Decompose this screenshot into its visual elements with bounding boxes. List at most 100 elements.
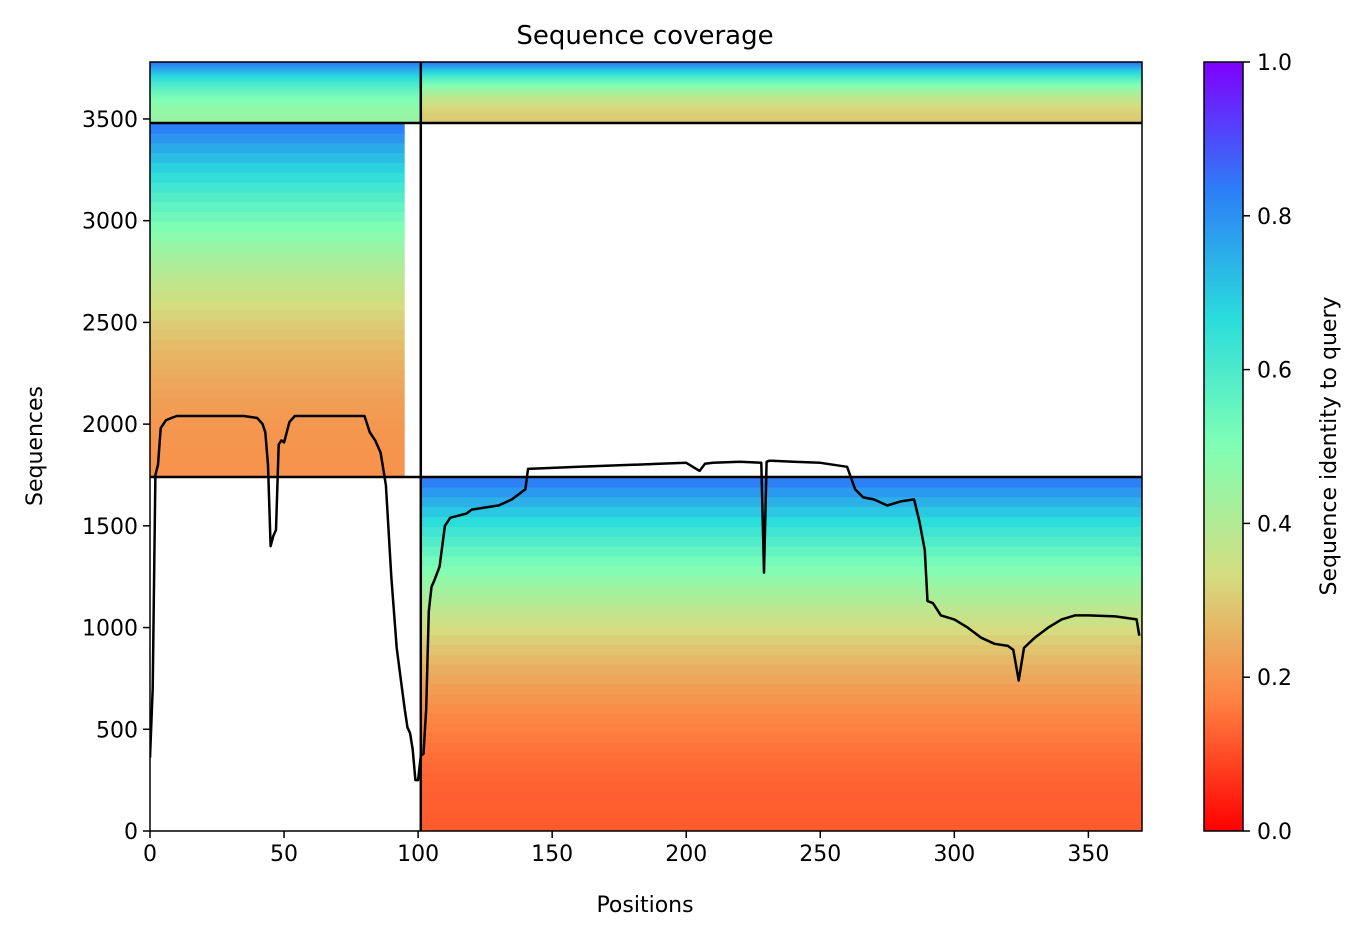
coverage-band — [420, 762, 1142, 773]
coverage-band — [150, 388, 405, 399]
y-tick-label: 3000 — [82, 210, 138, 235]
coverage-band — [150, 152, 405, 163]
coverage-band — [420, 80, 1142, 83]
coverage-band — [420, 555, 1142, 567]
coverage-band — [150, 359, 405, 370]
colorbar-label: Sequence identity to query — [1317, 296, 1342, 595]
coverage-block — [420, 62, 1142, 124]
coverage-band — [420, 100, 1142, 104]
coverage-band — [150, 90, 421, 94]
coverage-band — [420, 95, 1142, 99]
coverage-band — [420, 82, 1142, 85]
coverage-band — [420, 604, 1142, 616]
coverage-band — [150, 378, 405, 390]
x-axis-label: Positions — [596, 893, 693, 918]
coverage-band — [420, 811, 1142, 822]
coverage-band — [150, 427, 405, 439]
coverage-band — [420, 624, 1142, 635]
coverage-band — [150, 100, 421, 104]
coverage-band — [150, 106, 421, 109]
coverage-band — [420, 516, 1142, 527]
coverage-band — [420, 486, 1142, 498]
coverage-band — [420, 545, 1142, 557]
coverage-band — [150, 99, 421, 102]
coverage-band — [420, 84, 1142, 87]
coverage-band — [420, 106, 1142, 109]
coverage-band — [150, 368, 405, 380]
coverage-band — [420, 693, 1142, 704]
coverage-blocks — [150, 62, 1142, 831]
coverage-band — [150, 398, 405, 409]
coverage-band — [420, 477, 1142, 488]
coverage-band — [150, 85, 421, 89]
coverage-band — [150, 231, 405, 242]
coverage-band — [150, 78, 421, 82]
colorbar-ticks: 0.0 0.2 0.4 0.6 0.8 1.0 — [1243, 51, 1292, 845]
coverage-band — [420, 87, 1142, 90]
coverage-band — [420, 111, 1142, 114]
x-tick-label: 150 — [531, 842, 573, 867]
coverage-band — [420, 77, 1142, 80]
y-tick-label: 0 — [124, 820, 138, 845]
coverage-band — [150, 104, 421, 107]
coverage-band — [420, 772, 1142, 783]
coverage-band — [420, 585, 1142, 596]
coverage-band — [150, 94, 421, 97]
y-axis-label: Sequences — [23, 386, 48, 506]
coverage-band — [150, 339, 405, 350]
coverage-band — [420, 63, 1142, 66]
coverage-band — [150, 80, 421, 83]
coverage-band — [150, 241, 405, 252]
coverage-band — [150, 109, 421, 112]
coverage-band — [420, 565, 1142, 576]
coverage-band — [420, 117, 1142, 121]
coverage-band — [150, 280, 405, 291]
coverage-band — [420, 78, 1142, 82]
coverage-band — [420, 634, 1142, 645]
x-tick-label: 300 — [933, 842, 975, 867]
coverage-band — [420, 89, 1142, 92]
coverage-band — [150, 112, 421, 116]
coverage-band — [420, 62, 1142, 65]
coverage-band — [150, 77, 421, 80]
colorbar-tick-label: 0.0 — [1257, 820, 1292, 845]
coverage-band — [420, 99, 1142, 102]
coverage-band — [150, 107, 421, 111]
coverage-band — [150, 142, 405, 154]
x-tick-label: 200 — [665, 842, 707, 867]
coverage-line-layer — [150, 414, 1141, 782]
coverage-band — [420, 526, 1142, 537]
coverage-band — [420, 114, 1142, 117]
coverage-band — [420, 70, 1142, 73]
coverage-band — [150, 70, 421, 73]
coverage-band — [150, 68, 421, 72]
x-tick-label: 100 — [397, 842, 439, 867]
coverage-band — [420, 67, 1142, 70]
coverage-band — [150, 191, 405, 203]
coverage-band — [150, 72, 421, 75]
coverage-band — [150, 63, 421, 66]
coverage-band — [420, 94, 1142, 97]
y-tick-label: 2000 — [82, 413, 138, 438]
coverage-band — [150, 65, 421, 68]
coverage-band — [420, 73, 1142, 77]
coverage-band — [420, 104, 1142, 107]
coverage-band — [150, 319, 405, 331]
coverage-band — [420, 673, 1142, 685]
coverage-band — [420, 791, 1142, 803]
coverage-band — [420, 90, 1142, 94]
coverage-line — [150, 414, 1141, 782]
colorbar-tick-label: 0.2 — [1257, 666, 1292, 691]
coverage-band — [150, 89, 421, 92]
coverage-band — [150, 162, 405, 173]
coverage-band — [420, 72, 1142, 75]
coverage-band — [420, 112, 1142, 116]
y-tick-label: 1500 — [82, 515, 138, 540]
coverage-band — [420, 75, 1142, 78]
colorbar-gradient — [1203, 61, 1244, 832]
coverage-band — [150, 260, 405, 272]
coverage-band — [420, 703, 1142, 714]
x-tick-label: 0 — [143, 842, 157, 867]
y-tick-label: 3500 — [82, 108, 138, 133]
colorbar-tick-label: 0.6 — [1257, 359, 1292, 384]
